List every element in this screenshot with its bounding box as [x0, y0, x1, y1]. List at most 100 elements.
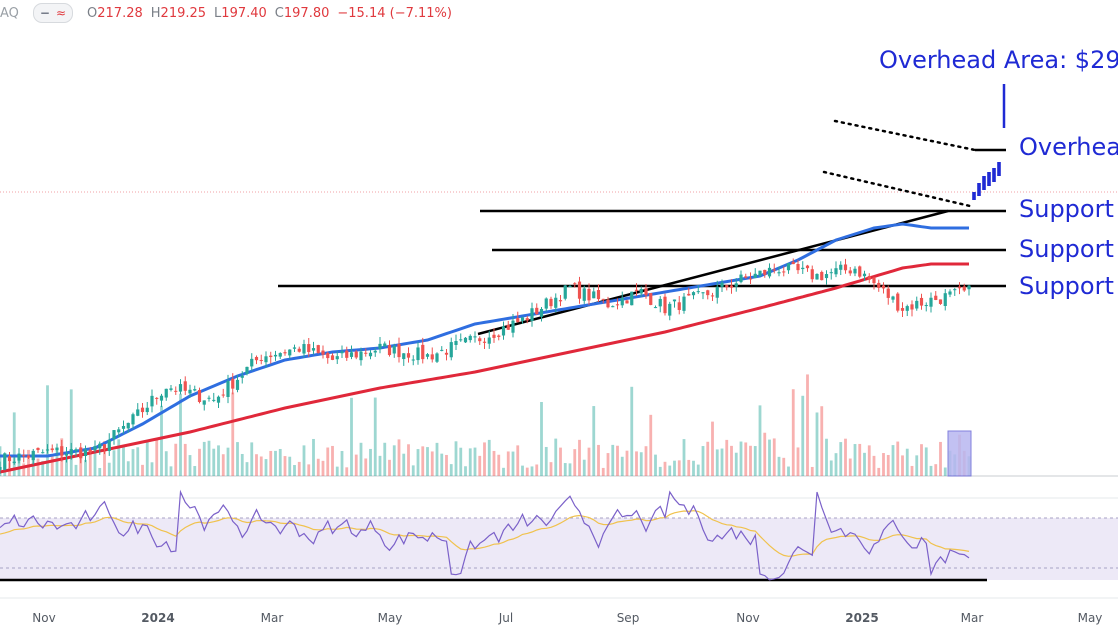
candle-body [601, 298, 605, 300]
candle-body [150, 395, 154, 407]
ohlc-high: H219.25 [150, 5, 207, 21]
volume-bar [844, 438, 847, 476]
volume-bar [435, 442, 439, 476]
candle-body [886, 288, 890, 298]
volume-bar [98, 467, 102, 476]
volume-bar [616, 445, 619, 476]
candle-body [910, 304, 914, 310]
volume-bar [131, 449, 135, 476]
volume-bar [749, 445, 752, 476]
volume-bar [255, 454, 258, 476]
candle-body [17, 453, 21, 461]
volume-bar [858, 443, 862, 476]
candle-body [720, 282, 724, 287]
volume-bar [587, 447, 591, 476]
volume-bar [601, 467, 605, 476]
volume-bar [288, 456, 292, 476]
volume-bar [88, 450, 92, 476]
volume-bar [46, 385, 49, 476]
candlesticks [0, 162, 1001, 475]
candle-body [934, 295, 938, 300]
candle-body [734, 283, 738, 287]
volume-bar [136, 447, 140, 476]
indicator-toggle-pill[interactable]: − ≈ [32, 3, 74, 23]
volume-bar [872, 455, 876, 476]
candle-body [801, 267, 805, 270]
candle-body [777, 272, 781, 274]
volume-bar [725, 439, 729, 476]
volume-bar [715, 449, 719, 476]
candle-body [639, 289, 643, 294]
volume-bar [117, 439, 121, 476]
candle-body [307, 344, 311, 353]
volume-bar [316, 458, 320, 476]
wave-icon[interactable]: ≈ [55, 6, 67, 20]
candle-body [278, 353, 282, 357]
recent-candle [977, 183, 981, 196]
volume-bar [245, 462, 249, 476]
candle-body [478, 338, 482, 342]
volume-bar [582, 459, 586, 476]
volume-bar [682, 439, 686, 476]
volume-bar [169, 466, 173, 476]
candle-body [653, 307, 658, 309]
volume-bar [454, 441, 458, 476]
volume-bar [502, 467, 505, 476]
candle-body [487, 337, 491, 344]
candle-body [900, 308, 905, 311]
candle-body [378, 343, 382, 349]
minus-icon[interactable]: − [39, 6, 50, 20]
volume-bar [644, 446, 648, 476]
candle-body [435, 353, 439, 362]
candle-body [691, 292, 696, 296]
candle-body [962, 286, 966, 291]
volume-bar [886, 454, 890, 476]
volume-bar [487, 439, 491, 476]
candle-body [93, 446, 97, 451]
candle-body [896, 293, 900, 311]
volume-bar [464, 466, 467, 476]
volume-bar [506, 451, 510, 476]
volume-bar [350, 397, 353, 476]
volume-bar [554, 438, 558, 476]
volume-bar [440, 453, 444, 476]
volume-bar [426, 447, 429, 476]
candle-body [938, 299, 943, 304]
volume-bar [492, 450, 496, 476]
candle-body [50, 448, 54, 451]
candle-body [416, 347, 420, 361]
x-tick-label: Nov [736, 611, 759, 625]
volume-bar [236, 442, 239, 476]
volume-bar [720, 448, 724, 476]
candle-body [55, 447, 59, 451]
volume-bar [392, 445, 396, 476]
volume-bar [307, 464, 311, 476]
candle-body [948, 291, 952, 295]
volume-bar [915, 455, 919, 476]
volume-bar [112, 450, 116, 476]
volume-bar [578, 439, 581, 476]
channel-upper [833, 119, 977, 152]
candle-body [216, 396, 221, 403]
candle-body [430, 354, 434, 360]
volume-bar [50, 455, 54, 476]
volume-bar [768, 439, 771, 476]
volume-bar [335, 466, 339, 476]
candle-body [459, 339, 463, 341]
candle-body [364, 352, 368, 354]
candle-body [88, 449, 92, 453]
candle-body [402, 353, 406, 360]
candle-body [207, 397, 211, 399]
candle-body [288, 349, 292, 356]
volume-histogram [0, 374, 972, 477]
volume-bar [359, 442, 363, 476]
volume-bar [283, 456, 287, 476]
volume-bar [540, 401, 543, 476]
candle-body [188, 389, 192, 394]
volume-bar [654, 454, 657, 476]
candle-body [829, 272, 833, 274]
candle-body [454, 341, 458, 345]
volume-bar [297, 461, 301, 476]
volume-bar [126, 461, 130, 476]
